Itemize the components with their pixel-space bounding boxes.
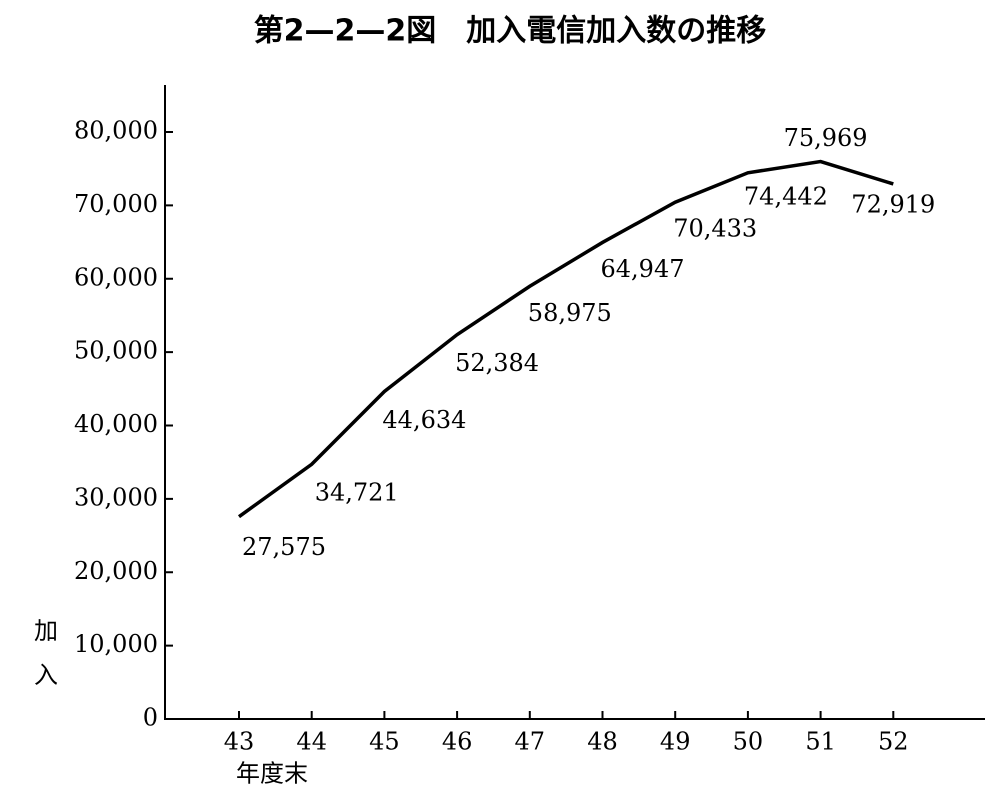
y-tick-label: 70,000 bbox=[74, 190, 158, 218]
x-tick-label: 43 bbox=[224, 728, 255, 756]
x-tick-label: 48 bbox=[587, 728, 618, 756]
x-tick-label: 44 bbox=[296, 728, 327, 756]
data-label: 75,969 bbox=[784, 124, 868, 152]
x-tick-label: 50 bbox=[733, 728, 764, 756]
data-label: 44,634 bbox=[382, 406, 466, 434]
chart-title: 第2—2—2図 加入電信加入数の推移 bbox=[254, 14, 767, 49]
x-tick-label: 47 bbox=[515, 728, 546, 756]
data-label: 72,919 bbox=[851, 190, 935, 218]
x-tick-label: 46 bbox=[442, 728, 473, 756]
data-label: 64,947 bbox=[601, 255, 685, 283]
data-label: 74,442 bbox=[744, 182, 828, 210]
y-tick-label: 50,000 bbox=[74, 337, 158, 365]
data-line bbox=[237, 159, 894, 519]
y-tick-label: 0 bbox=[143, 704, 158, 732]
y-tick-label: 40,000 bbox=[74, 410, 158, 438]
y-tick-label: 10,000 bbox=[74, 630, 158, 658]
data-label: 52,384 bbox=[455, 349, 539, 377]
y-axis-label: 加入 bbox=[30, 618, 58, 706]
y-tick-label: 80,000 bbox=[74, 117, 158, 145]
data-label: 58,975 bbox=[528, 299, 612, 327]
x-tick-label: 49 bbox=[660, 728, 691, 756]
x-tick-label: 51 bbox=[805, 728, 836, 756]
data-label: 70,433 bbox=[673, 215, 757, 243]
data-label: 34,721 bbox=[315, 479, 399, 507]
x-axis-label: 年度末 bbox=[236, 760, 308, 788]
x-tick-label: 45 bbox=[369, 728, 400, 756]
y-tick-label: 30,000 bbox=[74, 483, 158, 511]
y-tick-label: 20,000 bbox=[74, 557, 158, 585]
x-tick-label: 52 bbox=[878, 728, 909, 756]
y-tick-label: 60,000 bbox=[74, 263, 158, 291]
data-label: 27,575 bbox=[242, 533, 326, 561]
